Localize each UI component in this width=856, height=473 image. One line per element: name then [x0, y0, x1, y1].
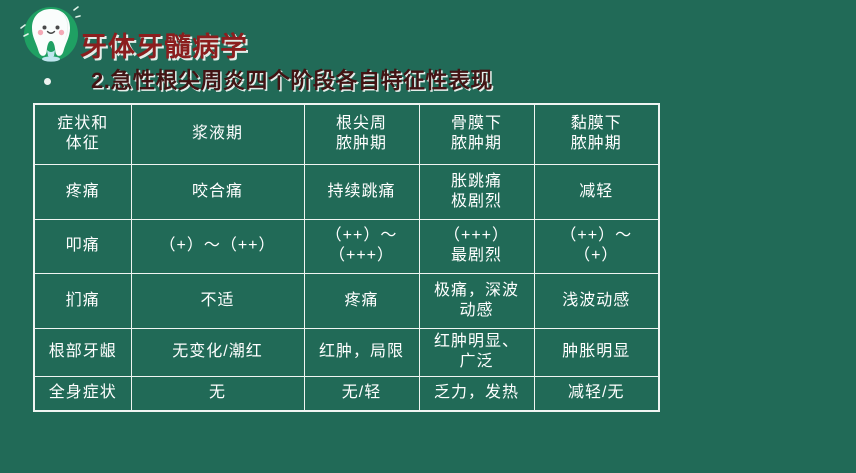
cell-systemic-periapical: 无/轻: [303, 375, 420, 412]
header-subperiosteal-abscess-stage: 骨膜下 脓肿期: [418, 103, 535, 165]
cell-gingiva-subperiosteal: 红肿明显、 广泛: [418, 327, 535, 377]
header-symptoms-signs: 症状和 体征: [33, 103, 132, 165]
cell-gingiva-serous: 无变化/潮红: [130, 327, 305, 377]
cell-palpation-periapical: 疼痛: [303, 272, 420, 329]
table-row-root-gingiva: 根部牙龈 无变化/潮红 红肿，局限 红肿明显、 广泛 肿胀明显: [33, 327, 660, 377]
header-periapical-abscess-stage: 根尖周 脓肿期: [303, 103, 420, 165]
row-label-percussion-pain: 叩痛: [33, 218, 132, 274]
course-title: 牙体牙髓病学: [80, 32, 248, 62]
header-submucosal-abscess-stage: 黏膜下 脓肿期: [533, 103, 660, 165]
cell-systemic-subperiosteal: 乏力，发热: [418, 375, 535, 412]
cell-percussion-serous: （+）～（++）: [130, 218, 305, 274]
cell-palpation-serous: 不适: [130, 272, 305, 329]
row-label-pain: 疼痛: [33, 163, 132, 220]
cell-gingiva-submucosal: 肿胀明显: [533, 327, 660, 377]
cell-systemic-serous: 无: [130, 375, 305, 412]
table-row-systemic-symptoms: 全身症状 无 无/轻 乏力，发热 减轻/无: [33, 375, 660, 412]
table-header-row: 症状和 体征 浆液期 根尖周 脓肿期 骨膜下 脓肿期 黏膜下 脓肿期: [33, 103, 660, 165]
header-serous-stage: 浆液期: [130, 103, 305, 165]
stages-feature-table: 症状和 体征 浆液期 根尖周 脓肿期 骨膜下 脓肿期 黏膜下 脓肿期 疼痛 咬合…: [33, 103, 660, 412]
cell-percussion-submucosal: （++）～ （+）: [533, 218, 660, 274]
cell-palpation-submucosal: 浅波动感: [533, 272, 660, 329]
bullet-marker-icon: [44, 77, 51, 85]
cell-pain-periapical: 持续跳痛: [303, 163, 420, 220]
slide-subtitle: 2.急性根尖周炎四个阶段各自特征性表现: [91, 68, 493, 93]
cell-systemic-submucosal: 减轻/无: [533, 375, 660, 412]
cell-percussion-subperiosteal: （+++） 最剧烈: [418, 218, 535, 274]
row-label-palpation-pain: 扪痛: [33, 272, 132, 329]
cell-gingiva-periapical: 红肿，局限: [303, 327, 420, 377]
row-label-root-gingiva: 根部牙龈: [33, 327, 132, 377]
cell-pain-serous: 咬合痛: [130, 163, 305, 220]
tooth-mascot-logo-icon: [20, 6, 81, 62]
cell-pain-subperiosteal: 胀跳痛 极剧烈: [418, 163, 535, 220]
cell-pain-submucosal: 减轻: [533, 163, 660, 220]
bullet-line: 2.急性根尖周炎四个阶段各自特征性表现: [44, 63, 493, 95]
row-label-systemic-symptoms: 全身症状: [33, 375, 132, 412]
table-row-percussion-pain: 叩痛 （+）～（++） （++）～ （+++） （+++） 最剧烈 （++）～ …: [33, 218, 660, 274]
cell-palpation-subperiosteal: 极痛，深波 动感: [418, 272, 535, 329]
table-row-pain: 疼痛 咬合痛 持续跳痛 胀跳痛 极剧烈 减轻: [33, 163, 660, 220]
cell-percussion-periapical: （++）～ （+++）: [303, 218, 420, 274]
table-row-palpation-pain: 扪痛 不适 疼痛 极痛，深波 动感 浅波动感: [33, 272, 660, 329]
